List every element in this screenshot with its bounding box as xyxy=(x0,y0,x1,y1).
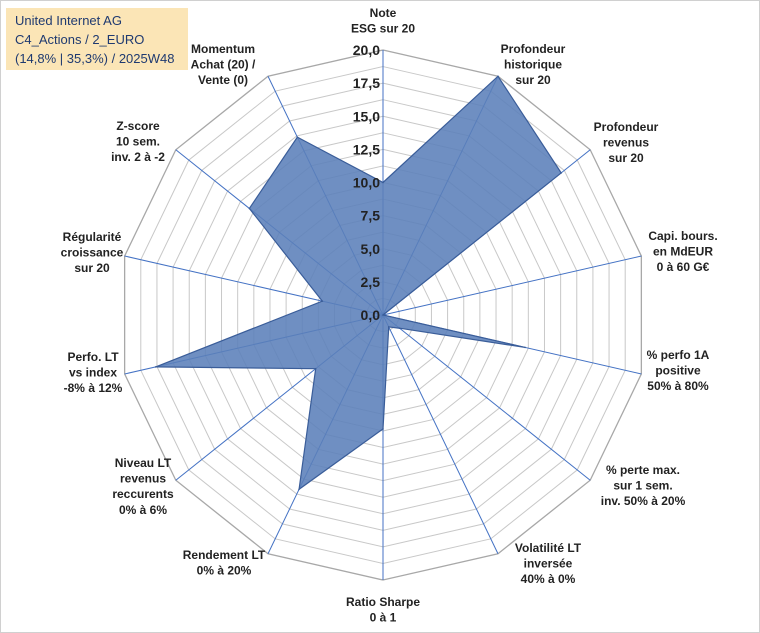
axis-label: Régularité croissance sur 20 xyxy=(61,230,124,275)
data-point xyxy=(560,172,562,174)
tick-layer: 0,0 2,5 5,0 7,5 10,0 12,5 15,0 17,5 20,0 xyxy=(353,42,380,323)
data-point xyxy=(497,75,499,78)
axis-label-line: 0% à 6% xyxy=(119,503,167,517)
axis-label: Perfo. LT vs index -8% à 12% xyxy=(64,350,123,395)
axis-label-line: 40% à 0% xyxy=(521,572,576,586)
tick-label: 12,5 xyxy=(353,141,380,157)
axis-label-line: inv. 50% à 20% xyxy=(601,494,686,508)
axis-label-line: Rendement LT xyxy=(183,548,266,562)
axis-label-line: sur 20 xyxy=(608,151,644,165)
axis-label-line: -8% à 12% xyxy=(64,381,123,395)
axis-label: Capi. bours. en MdEUR 0 à 60 G€ xyxy=(648,229,717,274)
data-point xyxy=(321,300,324,302)
portfolio-name: C4_Actions / 2_EURO xyxy=(15,32,145,47)
axis-label-line: sur 20 xyxy=(74,261,110,275)
axis-label-line: 0% à 20% xyxy=(197,564,252,578)
axis-label-line: Régularité xyxy=(63,230,122,244)
tick-label: 15,0 xyxy=(353,108,380,124)
tick-label: 2,5 xyxy=(361,274,381,290)
data-point xyxy=(298,488,300,491)
data-point xyxy=(398,327,401,330)
data-point xyxy=(524,346,526,349)
axis-label: Momentum Achat (20) / Vente (0) xyxy=(191,42,256,87)
axis-label-line: positive xyxy=(655,364,701,378)
axis-label: Note ESG sur 20 xyxy=(351,6,415,36)
company-name: United Internet AG xyxy=(15,13,122,28)
axis-label-line: sur 20 xyxy=(515,73,551,87)
axis-spoke xyxy=(382,314,591,481)
axis-label: % perte max. sur 1 sem. inv. 50% à 20% xyxy=(601,463,686,508)
axis-spoke xyxy=(382,255,642,316)
data-point xyxy=(382,314,384,316)
series-layer xyxy=(154,75,562,491)
axis-label-line: Note xyxy=(370,6,397,20)
axis-label-line: reccurents xyxy=(112,487,174,501)
axis-spoke xyxy=(382,314,499,554)
axis-label-line: Profondeur xyxy=(594,120,659,134)
axis-label-line: 0 à 60 G€ xyxy=(657,260,710,274)
data-point xyxy=(248,207,251,210)
axis-label-line: inversée xyxy=(524,557,573,571)
axis-label-line: croissance xyxy=(61,246,124,260)
data-point xyxy=(387,326,390,328)
axis-label-line: Achat (20) / xyxy=(191,58,256,72)
axis-label: Niveau LT revenus reccurents 0% à 6% xyxy=(112,456,174,517)
axis-label-line: 50% à 80% xyxy=(647,379,709,393)
axis-label: % perfo 1A positive 50% à 80% xyxy=(647,348,710,393)
axis-label-line: 10 sem. xyxy=(116,135,160,149)
axis-label: Volatilité LT inversée 40% à 0% xyxy=(515,541,582,586)
axis-label-line: revenus xyxy=(120,472,166,486)
tick-label: 0,0 xyxy=(361,307,381,323)
axis-label-line: Volatilité LT xyxy=(515,541,582,555)
data-point xyxy=(314,367,317,370)
axis-label-line: Momentum xyxy=(191,42,255,56)
data-point xyxy=(382,428,384,430)
axis-label: Profondeur revenus sur 20 xyxy=(594,120,659,165)
axis-label-line: % perte max. xyxy=(606,463,680,477)
axis-label-line: inv. 2 à -2 xyxy=(111,150,165,164)
axis-label: Z-score 10 sem. inv. 2 à -2 xyxy=(111,119,165,164)
axis-label-line: Z-score xyxy=(116,119,160,133)
data-point xyxy=(296,136,299,138)
data-point xyxy=(382,181,384,184)
axis-label: Profondeur historique sur 20 xyxy=(501,42,566,87)
axis-label-line: Vente (0) xyxy=(198,73,248,87)
axis-label-line: Niveau LT xyxy=(115,456,172,470)
axis-label-line: Profondeur xyxy=(501,42,566,56)
performance-stats: (14,8% | 35,3%) / 2025W48 xyxy=(15,51,175,66)
data-point xyxy=(154,366,157,368)
axis-label: Ratio Sharpe 0 à 1 xyxy=(346,595,420,625)
tick-label: 10,0 xyxy=(353,175,380,191)
axis-label-line: historique xyxy=(504,58,562,72)
axis-label-line: vs index xyxy=(69,366,117,380)
axis-label-line: sur 1 sem. xyxy=(613,479,672,493)
axis-label-line: revenus xyxy=(603,136,649,150)
axis-label: Rendement LT 0% à 20% xyxy=(183,548,266,578)
tick-label: 20,0 xyxy=(353,42,380,58)
axis-label-line: Capi. bours. xyxy=(648,229,717,243)
tick-label: 5,0 xyxy=(361,241,381,257)
axis-label-line: en MdEUR xyxy=(653,245,713,259)
tick-label: 17,5 xyxy=(353,75,380,91)
info-box: United Internet AG C4_Actions / 2_EURO (… xyxy=(6,8,188,70)
axis-label-line: Perfo. LT xyxy=(67,350,119,364)
axis-label-line: % perfo 1A xyxy=(647,348,710,362)
axis-label-line: 0 à 1 xyxy=(370,611,397,625)
axis-label-line: Ratio Sharpe xyxy=(346,595,420,609)
axis-label-line: ESG sur 20 xyxy=(351,22,415,36)
tick-label: 7,5 xyxy=(361,208,381,224)
